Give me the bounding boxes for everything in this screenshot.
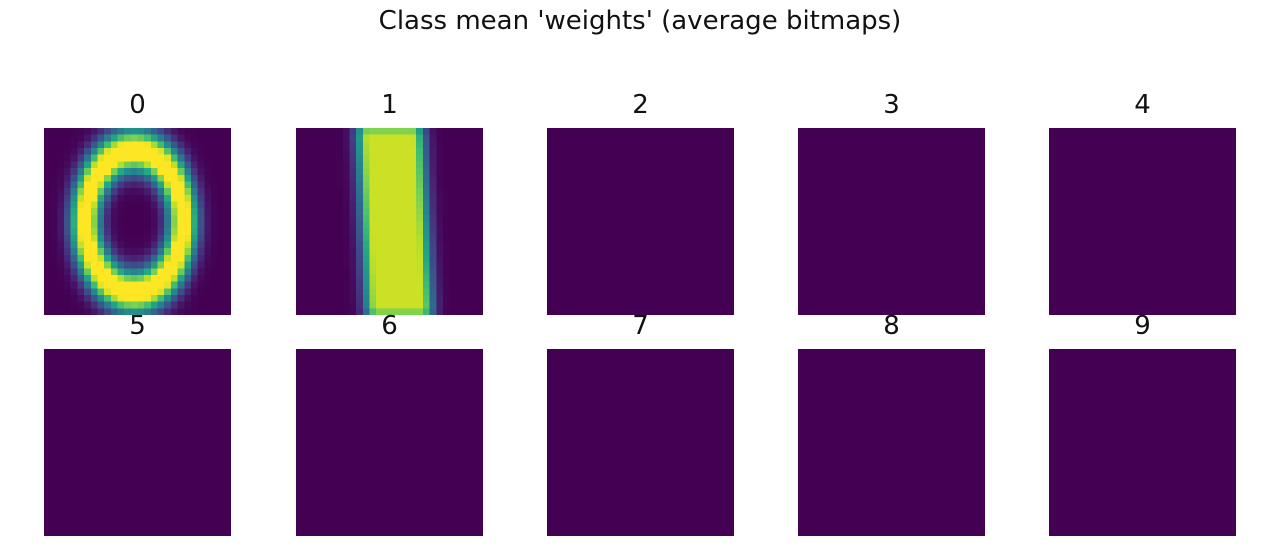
figure-title: Class mean 'weights' (average bitmaps) (378, 6, 902, 36)
mean-bitmap (798, 349, 985, 536)
heatmap-canvas (1049, 349, 1236, 536)
panel-title: 4 (1134, 90, 1151, 120)
panel-title: 0 (129, 90, 146, 120)
mean-bitmap (296, 349, 483, 536)
heatmap-canvas (547, 128, 734, 315)
digit-panel-3: 3 (798, 0, 985, 560)
mean-bitmap (44, 349, 231, 536)
heatmap-canvas (547, 349, 734, 536)
digit-panel-4: 4 (1049, 0, 1236, 560)
heatmap-canvas (44, 349, 231, 536)
digit-panel-9: 9 (1049, 0, 1236, 560)
panel-title: 6 (381, 311, 398, 341)
digit-panel-8: 8 (798, 0, 985, 560)
mean-bitmap (547, 128, 734, 315)
mean-bitmap (1049, 128, 1236, 315)
digit-panel-5: 5 (44, 0, 231, 560)
mean-bitmap (547, 349, 734, 536)
heatmap-canvas (798, 128, 985, 315)
panel-title: 5 (129, 311, 146, 341)
digit-panel-0: 0 (44, 0, 231, 560)
heatmap-canvas (296, 128, 483, 315)
mean-bitmap (798, 128, 985, 315)
digit-panel-7: 7 (547, 0, 734, 560)
mean-bitmap (296, 128, 483, 315)
heatmap-canvas (296, 349, 483, 536)
panel-title: 2 (632, 90, 649, 120)
heatmap-canvas (44, 128, 231, 315)
digit-panel-2: 2 (547, 0, 734, 560)
heatmap-canvas (798, 349, 985, 536)
digit-panel-6: 6 (296, 0, 483, 560)
panel-title: 3 (883, 90, 900, 120)
panel-title: 7 (632, 311, 649, 341)
heatmap-canvas (1049, 128, 1236, 315)
mean-bitmap (1049, 349, 1236, 536)
panel-title: 1 (381, 90, 398, 120)
mean-bitmap (44, 128, 231, 315)
digit-panel-1: 1 (296, 0, 483, 560)
panel-title: 9 (1134, 311, 1151, 341)
panel-title: 8 (883, 311, 900, 341)
